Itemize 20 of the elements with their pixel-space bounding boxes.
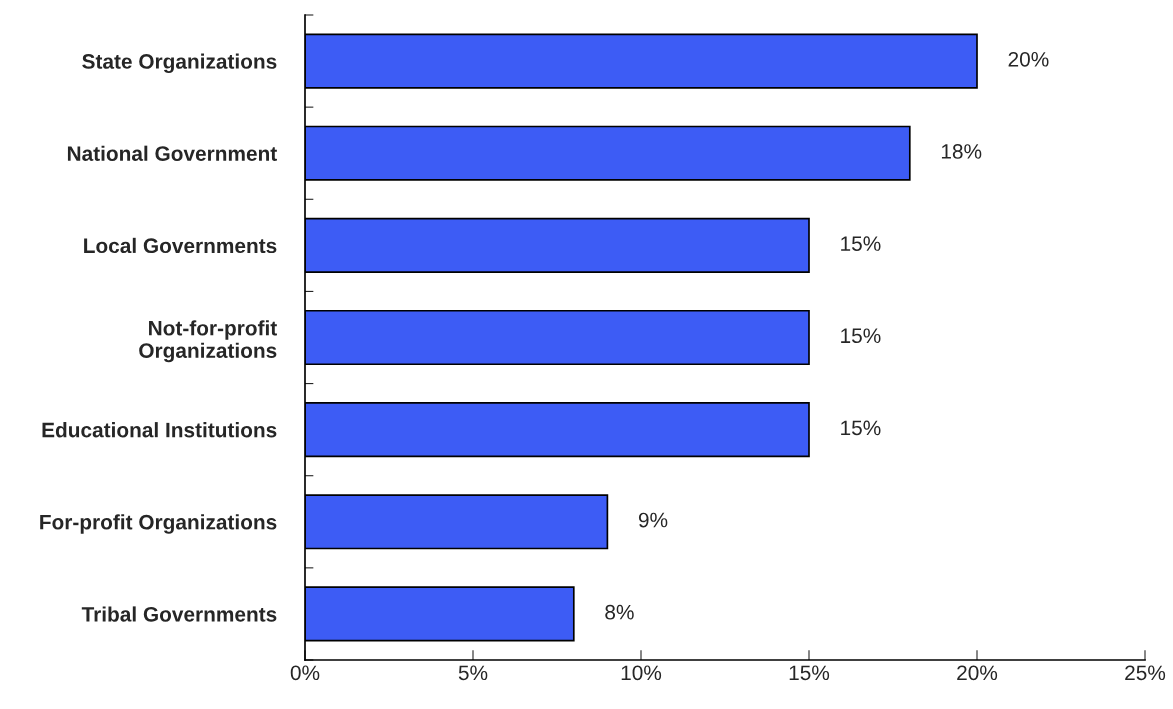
x-tick-label: 10% xyxy=(621,665,662,681)
y-tick-label: Tribal Governments xyxy=(81,606,277,622)
y-tick-label: Educational Institutions xyxy=(42,422,277,438)
x-tick-label: 15% xyxy=(789,665,830,681)
y-tick-label: National Government xyxy=(67,145,277,161)
data-label: 15% xyxy=(841,236,881,251)
data-label: 9% xyxy=(638,512,668,528)
data-label: 8% xyxy=(605,604,634,620)
y-tick-label: For-profit Organizations xyxy=(40,514,277,534)
x-tick-label: 0% xyxy=(290,665,320,681)
y-tick-label: Not-for-profit Organizations xyxy=(139,320,277,363)
data-label: 20% xyxy=(1008,51,1049,67)
x-tick-label: 20% xyxy=(957,665,998,681)
y-tick-label: State Organizations xyxy=(82,53,277,74)
data-label: 15% xyxy=(841,328,881,344)
data-label: 18% xyxy=(941,144,982,159)
data-label: 15% xyxy=(841,420,881,436)
y-tick-label: Local Governments xyxy=(84,237,277,254)
x-tick-label: 25% xyxy=(1125,665,1166,681)
x-tick-label: 5% xyxy=(458,665,488,681)
